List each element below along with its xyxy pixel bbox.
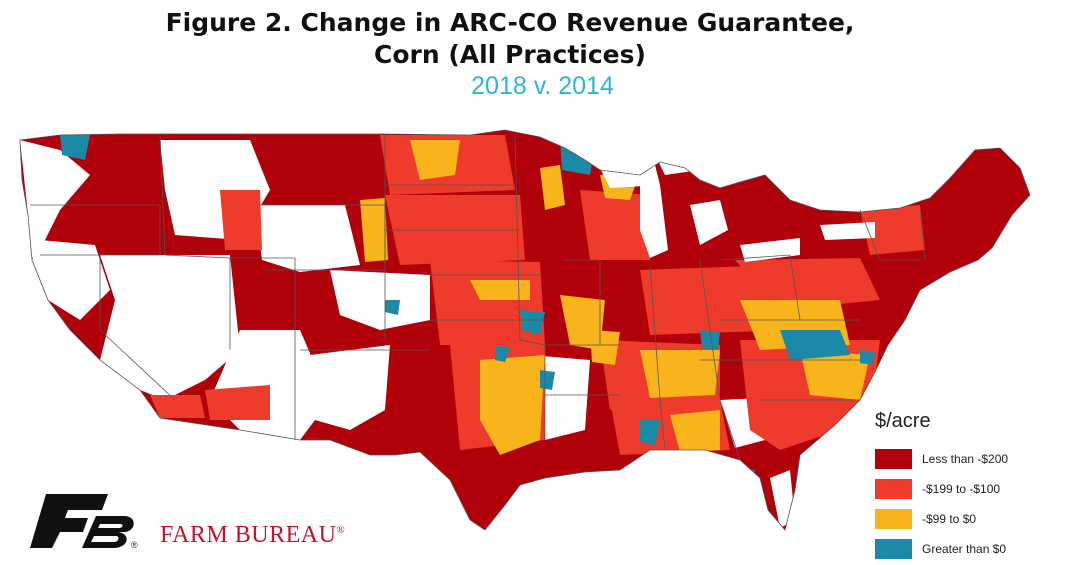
legend-item: Less than -$200 [875,445,1075,472]
legend-item: Greater than $0 [875,535,1075,562]
legend-label: -$99 to $0 [922,511,977,526]
legend-swatch [875,538,912,559]
brand-name-text: FARM BUREAU [160,522,337,548]
farm-bureau-logo-icon [30,494,134,548]
legend-label: Less than -$200 [922,451,1009,466]
map-subtitle: 2018 v. 2014 [471,72,614,100]
brand-name: FARM BUREAU® [160,522,345,549]
brand-registered-mark: ® [336,524,346,536]
map-title-line2: Corn (All Practices) [374,40,646,69]
legend-swatch [875,448,912,469]
legend-swatch [875,508,912,529]
legend-title: $/acre [875,410,931,432]
map-title-line1: Figure 2. Change in ARC-CO Revenue Guara… [165,8,855,37]
legend-label: -$199 to -$100 [922,481,1001,496]
legend-item: -$199 to -$100 [875,475,1075,502]
state-borders [19,129,1031,531]
legend-item: -$99 to $0 [875,505,1075,532]
legend-swatch [875,478,912,499]
legend-label: Greater than $0 [922,541,1007,556]
legend: $/acre Less than -$200 -$199 to -$100 -$… [875,410,1075,565]
registered-mark: ® [131,540,138,550]
